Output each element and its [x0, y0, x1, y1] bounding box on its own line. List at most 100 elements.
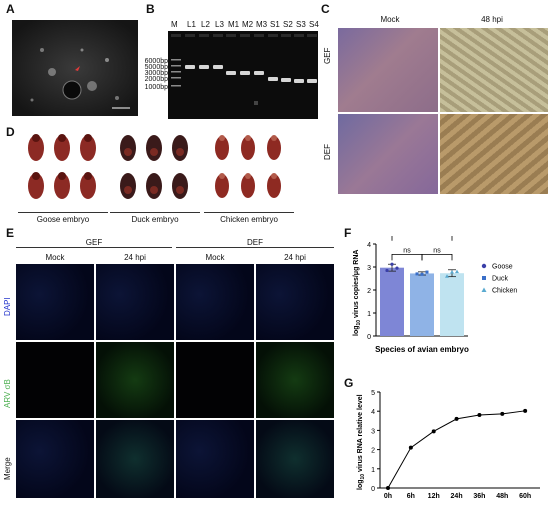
row-label-def: DEF: [323, 144, 332, 160]
y-tick-label: 1: [367, 311, 371, 318]
data-point: [523, 408, 528, 413]
lane-label: S1: [270, 20, 280, 29]
lane-label: M: [171, 20, 178, 29]
if-dapi-def-24hpi: [256, 264, 334, 340]
panel-label-e: E: [6, 226, 15, 240]
chart-f-bar: 01234nsnsnslog10 virus copies/μg RNASpec…: [353, 236, 517, 354]
y-tick-label: 5: [371, 390, 375, 397]
gel-image: [168, 31, 318, 119]
x-tick-label: 36h: [473, 493, 485, 500]
if-merge-def-mock: [176, 420, 254, 498]
chart-g-line: 0 1 2 3 4 5 0h 6h 12h 24h 36h 48h 60h log10 virus RNA…: [357, 390, 540, 500]
col-header-mock: Mock: [380, 15, 400, 24]
if-dapi-gef-24hpi: [96, 264, 174, 340]
marker-label: 5000bp: [144, 64, 168, 71]
significance-bracket: [421, 253, 453, 261]
col-header-gef-24hpi: 24 hpi: [124, 253, 146, 262]
caption-duck-embryo: Duck embryo: [110, 212, 200, 224]
y-tick-label: 4: [367, 242, 371, 249]
if-dapi-def-mock: [176, 264, 254, 340]
group-header-gef: GEF: [16, 238, 172, 248]
data-point: [415, 272, 419, 276]
duck-embryos: [120, 135, 188, 199]
chicken-embryos: [215, 135, 281, 198]
caption-chicken-embryo: Chicken embryo: [204, 212, 294, 224]
x-tick-label: 12h: [428, 493, 440, 500]
col-header-def-24hpi: 24 hpi: [284, 253, 306, 262]
legend-label: Duck: [492, 276, 508, 283]
lane-label: M1: [228, 20, 240, 29]
panel-label-c: C: [321, 2, 330, 16]
lane-label: L2: [201, 20, 210, 29]
y-tick-label: 0: [371, 486, 375, 493]
if-arv-gef-24hpi: [96, 342, 174, 418]
panel-a-tem-image: [12, 20, 138, 116]
lane-label: L1: [187, 20, 196, 29]
significance-bracket: [391, 236, 453, 241]
data-point: [445, 274, 449, 278]
marker-label: 2000bp: [144, 76, 168, 83]
def-mock-image: [338, 114, 438, 194]
data-point: [431, 429, 436, 434]
x-tick-label: 0h: [384, 493, 392, 500]
bar: [380, 267, 404, 336]
lane-label: S2: [283, 20, 293, 29]
goose-embryos: [28, 134, 96, 199]
row-label-merge: Merge: [3, 457, 12, 480]
legend-label: Chicken: [492, 288, 517, 295]
duck-embryo-photo: [110, 130, 198, 206]
if-merge-def-24hpi: [256, 420, 334, 498]
y-axis-label: log10 virus RNA relative level: [357, 394, 366, 490]
panel-label-a: A: [6, 2, 15, 16]
caption-goose-embryo: Goose embryo: [18, 212, 108, 224]
lane-label: M3: [256, 20, 268, 29]
if-arv-def-mock: [176, 342, 254, 418]
y-tick-label: 3: [371, 428, 375, 435]
panel-label-d: D: [6, 125, 15, 139]
data-point: [454, 416, 459, 421]
marker-label: 3000bp: [144, 70, 168, 77]
tem-virus-particles: [12, 20, 138, 116]
x-tick-label: 60h: [519, 493, 531, 500]
y-tick-label: 4: [371, 409, 375, 416]
gel-lane-labels: M L1 L2 L3 M1 M2 M3 S1 S2 S3 S4: [168, 20, 319, 30]
if-arv-gef-mock: [16, 342, 94, 418]
legend-marker: [482, 276, 486, 280]
row-label-arv: ARV σB: [3, 379, 12, 408]
bar: [410, 273, 434, 336]
if-dapi-gef-mock: [16, 264, 94, 340]
bar: [440, 273, 464, 336]
data-point: [500, 411, 505, 416]
col-header-48hpi: 48 hpi: [481, 15, 503, 24]
data-point: [390, 262, 394, 266]
legend-label: Goose: [492, 264, 513, 271]
series-line: [387, 410, 526, 489]
chicken-embryo-photo: [204, 130, 292, 206]
row-label-gef: GEF: [323, 47, 332, 64]
gel-bands: [168, 31, 318, 119]
marker-label: 6000bp: [144, 58, 168, 65]
gef-48hpi-image: [440, 28, 548, 112]
data-point: [425, 270, 429, 274]
legend-marker: [481, 263, 487, 269]
row-label-dapi: DAPI: [3, 297, 12, 316]
x-axis-label: Species of avian embryo: [375, 345, 469, 354]
significance-label: ns: [433, 247, 441, 254]
lane-label: L3: [215, 20, 224, 29]
gef-mock-image: [338, 28, 438, 112]
data-point: [477, 413, 482, 418]
if-arv-def-24hpi: [256, 342, 334, 418]
y-tick-label: 0: [367, 334, 371, 341]
def-48hpi-image: [440, 114, 548, 194]
data-point: [420, 272, 424, 276]
data-point: [395, 266, 399, 270]
y-tick-label: 2: [367, 288, 371, 295]
y-tick-label: 3: [367, 265, 371, 272]
significance-label: ns: [403, 247, 411, 254]
x-tick-label: 48h: [496, 493, 508, 500]
group-header-def: DEF: [176, 238, 334, 248]
data-point: [385, 268, 389, 273]
lane-label: M2: [242, 20, 254, 29]
lane-label: S3: [296, 20, 306, 29]
y-tick-label: 2: [371, 448, 375, 455]
